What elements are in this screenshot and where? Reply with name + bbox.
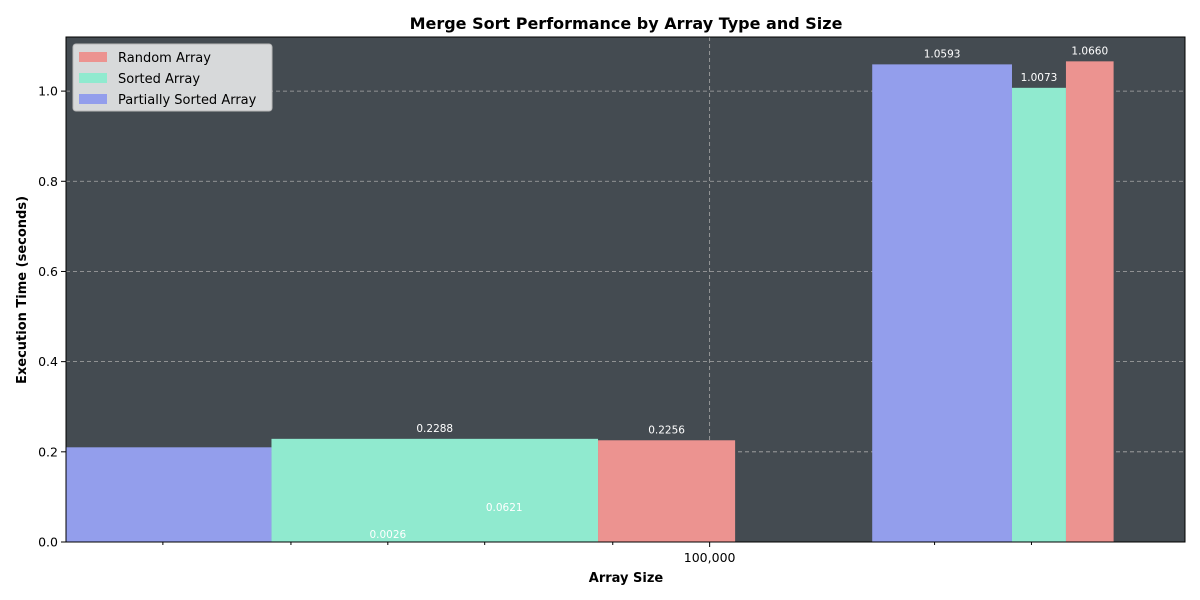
legend-label: Partially Sorted Array (118, 93, 257, 108)
bar-value-label: 1.0660 (1071, 45, 1108, 57)
legend-label: Sorted Array (118, 72, 200, 87)
legend-swatch (79, 73, 107, 83)
y-axis-label: Execution Time (seconds) (15, 196, 30, 384)
x-tick-label: 100,000 (684, 550, 736, 565)
bar-value-label: 1.0073 (1021, 72, 1058, 84)
bar (598, 440, 736, 542)
y-tick-label: 0.6 (38, 264, 58, 279)
legend-swatch (79, 52, 107, 62)
bar-value-label: 0.2256 (648, 424, 685, 436)
y-tick-label: 1.0 (38, 84, 58, 99)
bar (872, 64, 1012, 542)
y-tick-label: 0.0 (38, 535, 58, 550)
y-tick-label: 0.4 (38, 354, 58, 369)
axes-frame (65, 36, 1186, 543)
x-axis-label: Array Size (589, 571, 664, 586)
data-annotation: 0.0026 (369, 529, 406, 541)
bar (66, 447, 272, 542)
data-annotation: 0.0621 (486, 502, 523, 514)
bar (271, 438, 599, 542)
bar-value-label: 1.0593 (924, 48, 961, 60)
legend-box (72, 43, 273, 112)
legend-label: Random Array (118, 51, 211, 66)
bar (1065, 61, 1114, 543)
bar (1011, 87, 1066, 543)
y-tick-label: 0.2 (38, 444, 58, 459)
chart-title: Merge Sort Performance by Array Type and… (410, 14, 843, 33)
legend-swatch (79, 94, 107, 104)
bar-value-label: 0.2288 (416, 423, 453, 435)
y-tick-label: 0.8 (38, 174, 58, 189)
